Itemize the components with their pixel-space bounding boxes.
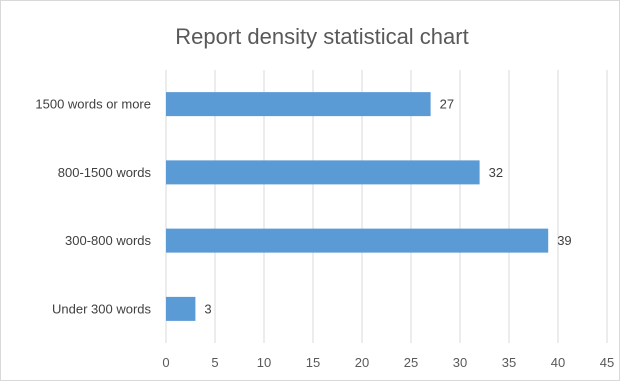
data-label: 3 [204,301,211,316]
bars [166,92,549,321]
category-label: 800-1500 words [58,165,152,180]
chart-title: Report density statistical chart [175,24,468,49]
x-tick-label: 45 [600,355,614,370]
data-label: 27 [440,97,454,112]
bar [166,160,480,185]
x-tick-label: 20 [355,355,369,370]
labels: 0 5 10 15 20 25 30 35 40 45 1500 words or more 27 80… [35,97,614,370]
data-label: 39 [557,233,571,248]
data-label: 32 [489,165,503,180]
bar [166,296,196,321]
x-tick-label: 0 [162,355,169,370]
x-tick-label: 35 [502,355,516,370]
x-tick-label: 25 [404,355,418,370]
x-tick-label: 5 [211,355,218,370]
category-label: 300-800 words [65,233,151,248]
category-label: Under 300 words [52,301,151,316]
x-tick-label: 10 [257,355,271,370]
bar [166,92,431,117]
bar [166,228,549,253]
x-tick-label: 40 [551,355,565,370]
category-label: 1500 words or more [35,97,151,112]
x-tick-label: 15 [306,355,320,370]
x-tick-label: 30 [453,355,467,370]
